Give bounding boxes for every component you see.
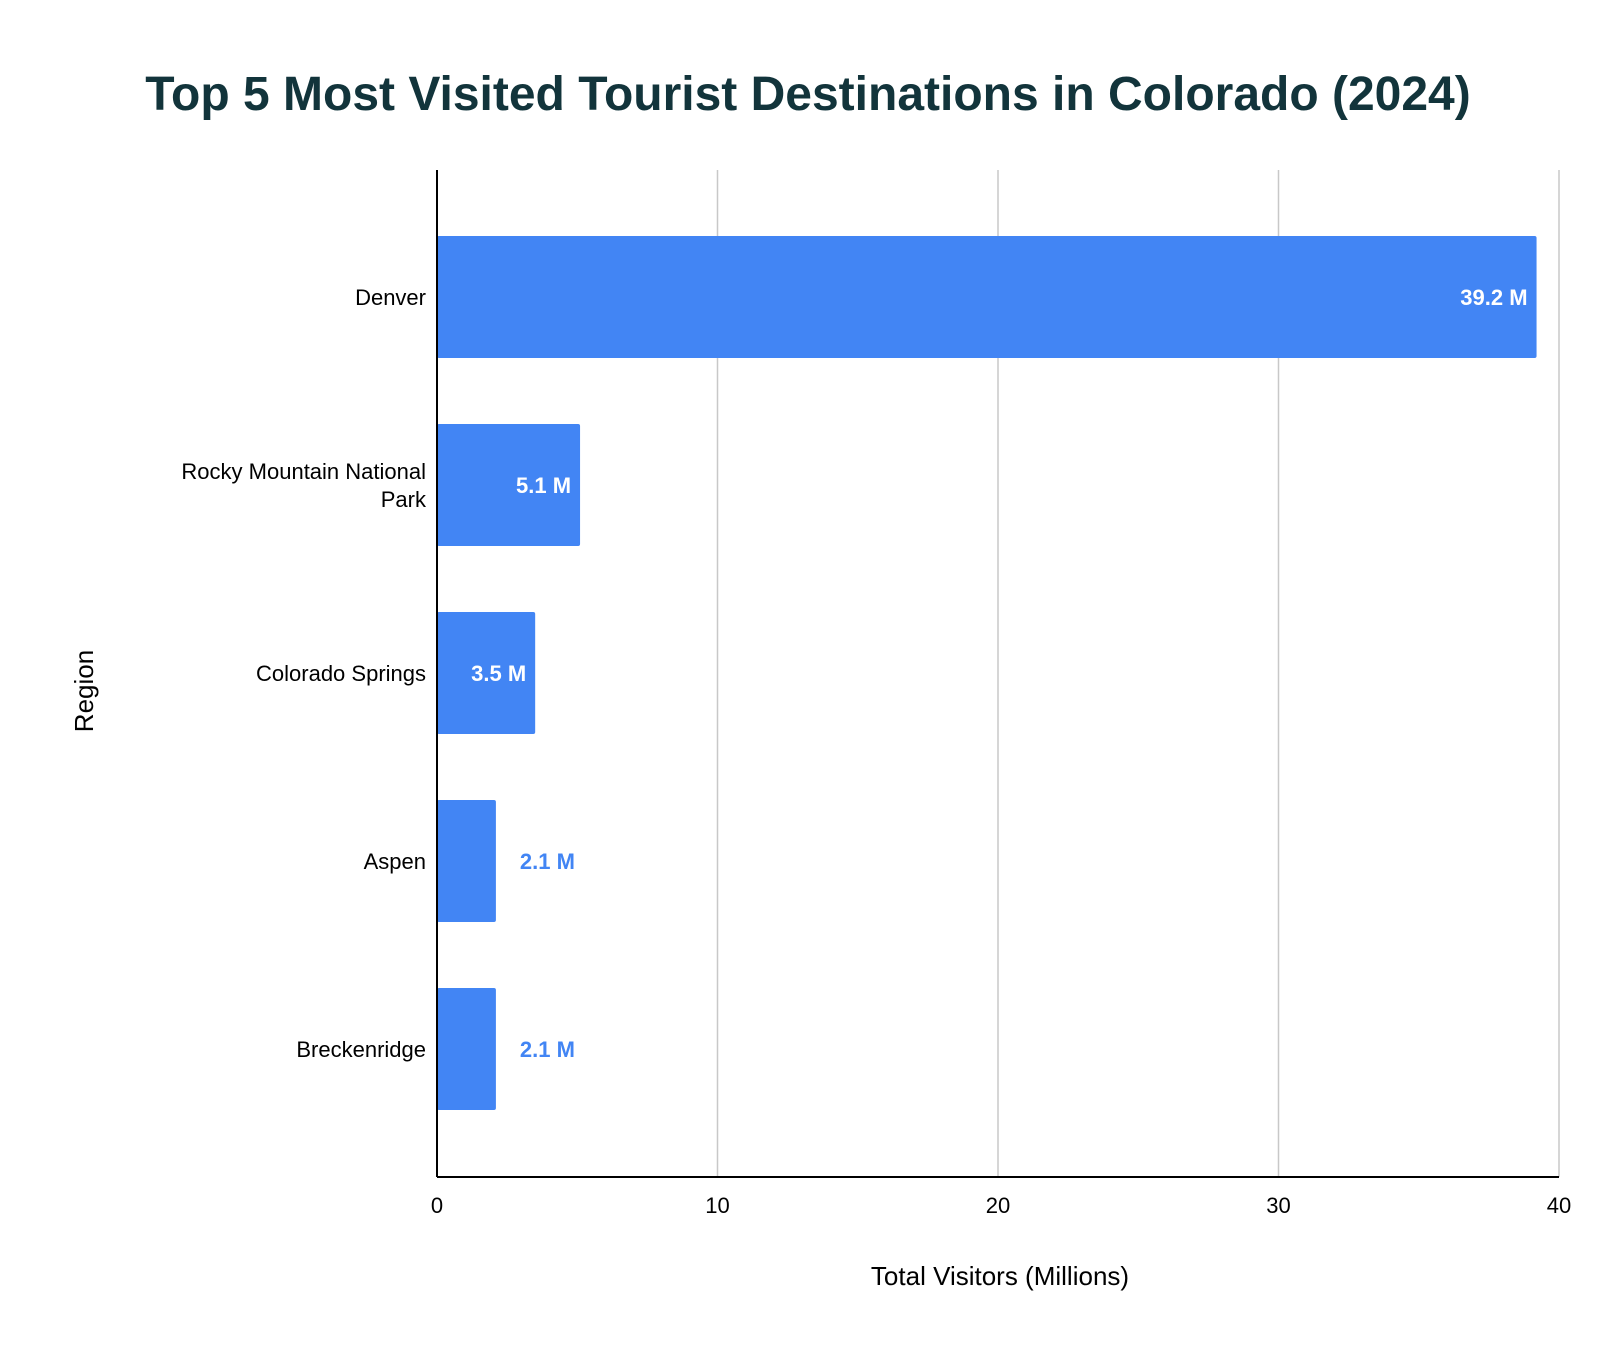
chart-title: Top 5 Most Visited Tourist Destinations … bbox=[145, 68, 1470, 121]
category-label: Colorado Springs bbox=[256, 661, 426, 686]
bar-3 bbox=[437, 800, 496, 922]
data-labels: 39.2 M 5.1 M 3.5 M 2.1 M 2.1 M bbox=[471, 285, 1527, 1062]
category-label: Denver bbox=[355, 285, 426, 310]
axes bbox=[436, 170, 1559, 1178]
x-tick-label: 0 bbox=[431, 1193, 443, 1218]
x-tick-label: 10 bbox=[705, 1193, 729, 1218]
x-tick-label: 30 bbox=[1266, 1193, 1290, 1218]
bar-0 bbox=[437, 236, 1537, 358]
category-label: Breckenridge bbox=[296, 1037, 426, 1062]
bar-1 bbox=[437, 424, 581, 546]
bar-4 bbox=[437, 988, 496, 1110]
y-axis-title: Region bbox=[69, 650, 99, 732]
category-labels: Denver Rocky Mountain National Park Colorad… bbox=[181, 285, 427, 1062]
bars bbox=[437, 236, 1537, 1110]
data-label: 3.5 M bbox=[471, 661, 526, 686]
category-label: Aspen bbox=[364, 849, 426, 874]
data-label: 5.1 M bbox=[516, 473, 571, 498]
x-tick-label: 40 bbox=[1547, 1193, 1571, 1218]
x-axis-title: Total Visitors (Millions) bbox=[871, 1261, 1129, 1291]
data-label: 2.1 M bbox=[520, 849, 575, 874]
x-tick-labels: 0 10 20 30 40 bbox=[431, 1193, 1571, 1218]
x-tick-label: 20 bbox=[986, 1193, 1010, 1218]
category-label: Rocky Mountain National Park bbox=[181, 459, 427, 512]
data-label: 39.2 M bbox=[1460, 285, 1527, 310]
data-label: 2.1 M bbox=[520, 1037, 575, 1062]
bar-2 bbox=[437, 612, 536, 734]
